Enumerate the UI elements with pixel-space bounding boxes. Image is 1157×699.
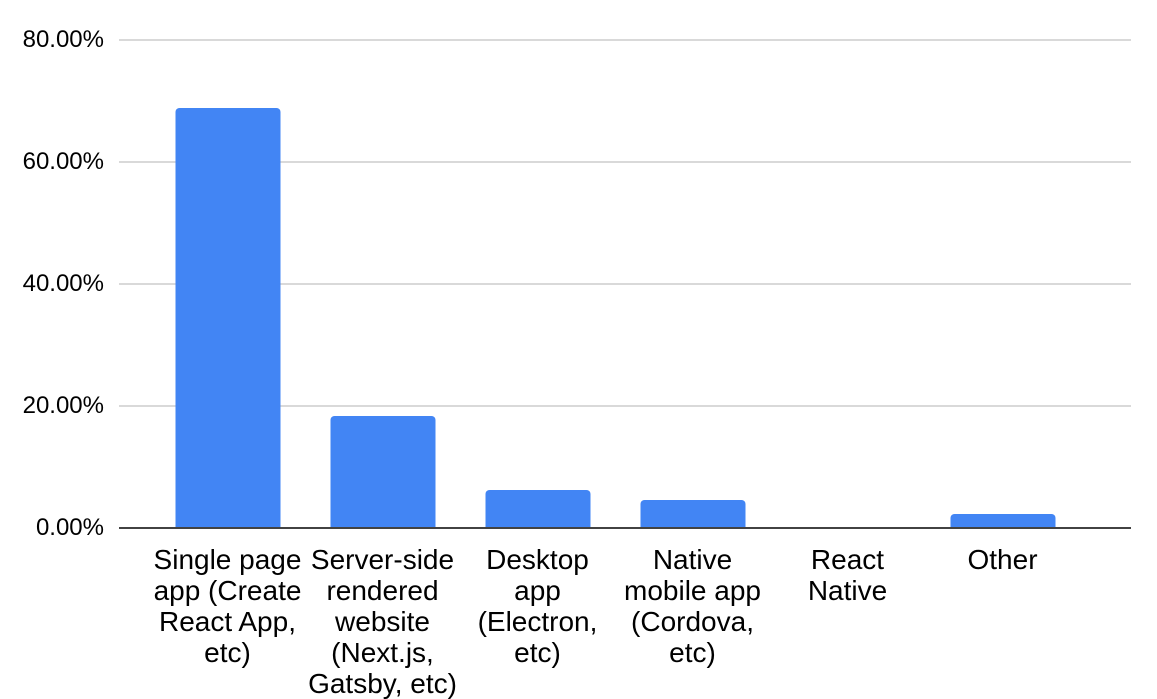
bar	[330, 416, 435, 528]
bar-column	[460, 40, 615, 528]
x-axis-labels: Single page app (Create React App, etc) S…	[150, 544, 1080, 699]
bar	[950, 514, 1055, 528]
plot-area	[150, 40, 1080, 528]
y-axis-tick-label: 40.00%	[22, 270, 104, 297]
bar-column	[305, 40, 460, 528]
gridline	[119, 161, 1131, 163]
bar	[640, 500, 745, 528]
gridline	[119, 39, 1131, 41]
bar-column	[925, 40, 1080, 528]
x-axis-category-label: Server-side rendered website (Next.js, G…	[308, 544, 457, 699]
bar	[485, 490, 590, 528]
bar-column	[615, 40, 770, 528]
x-axis-category-label: Single page app (Create React App, etc)	[153, 544, 302, 668]
x-axis-category-label: Native mobile app (Cordova, etc)	[624, 544, 761, 668]
gridline	[119, 405, 1131, 407]
y-axis-tick-label: 80.00%	[22, 26, 104, 53]
y-axis-tick-label: 20.00%	[22, 392, 104, 419]
x-axis-category-label: React Native	[807, 544, 888, 606]
gridline	[119, 283, 1131, 285]
x-axis-category-label: Desktop app (Electron, etc)	[477, 544, 598, 668]
y-axis-tick-label: 0.00%	[35, 514, 104, 541]
y-axis-tick-label: 60.00%	[22, 148, 104, 175]
bar-column	[770, 40, 925, 528]
x-axis-line	[119, 527, 1131, 529]
bar-column	[150, 40, 305, 528]
x-axis-category-label: Other	[967, 544, 1038, 575]
bar	[175, 108, 280, 528]
